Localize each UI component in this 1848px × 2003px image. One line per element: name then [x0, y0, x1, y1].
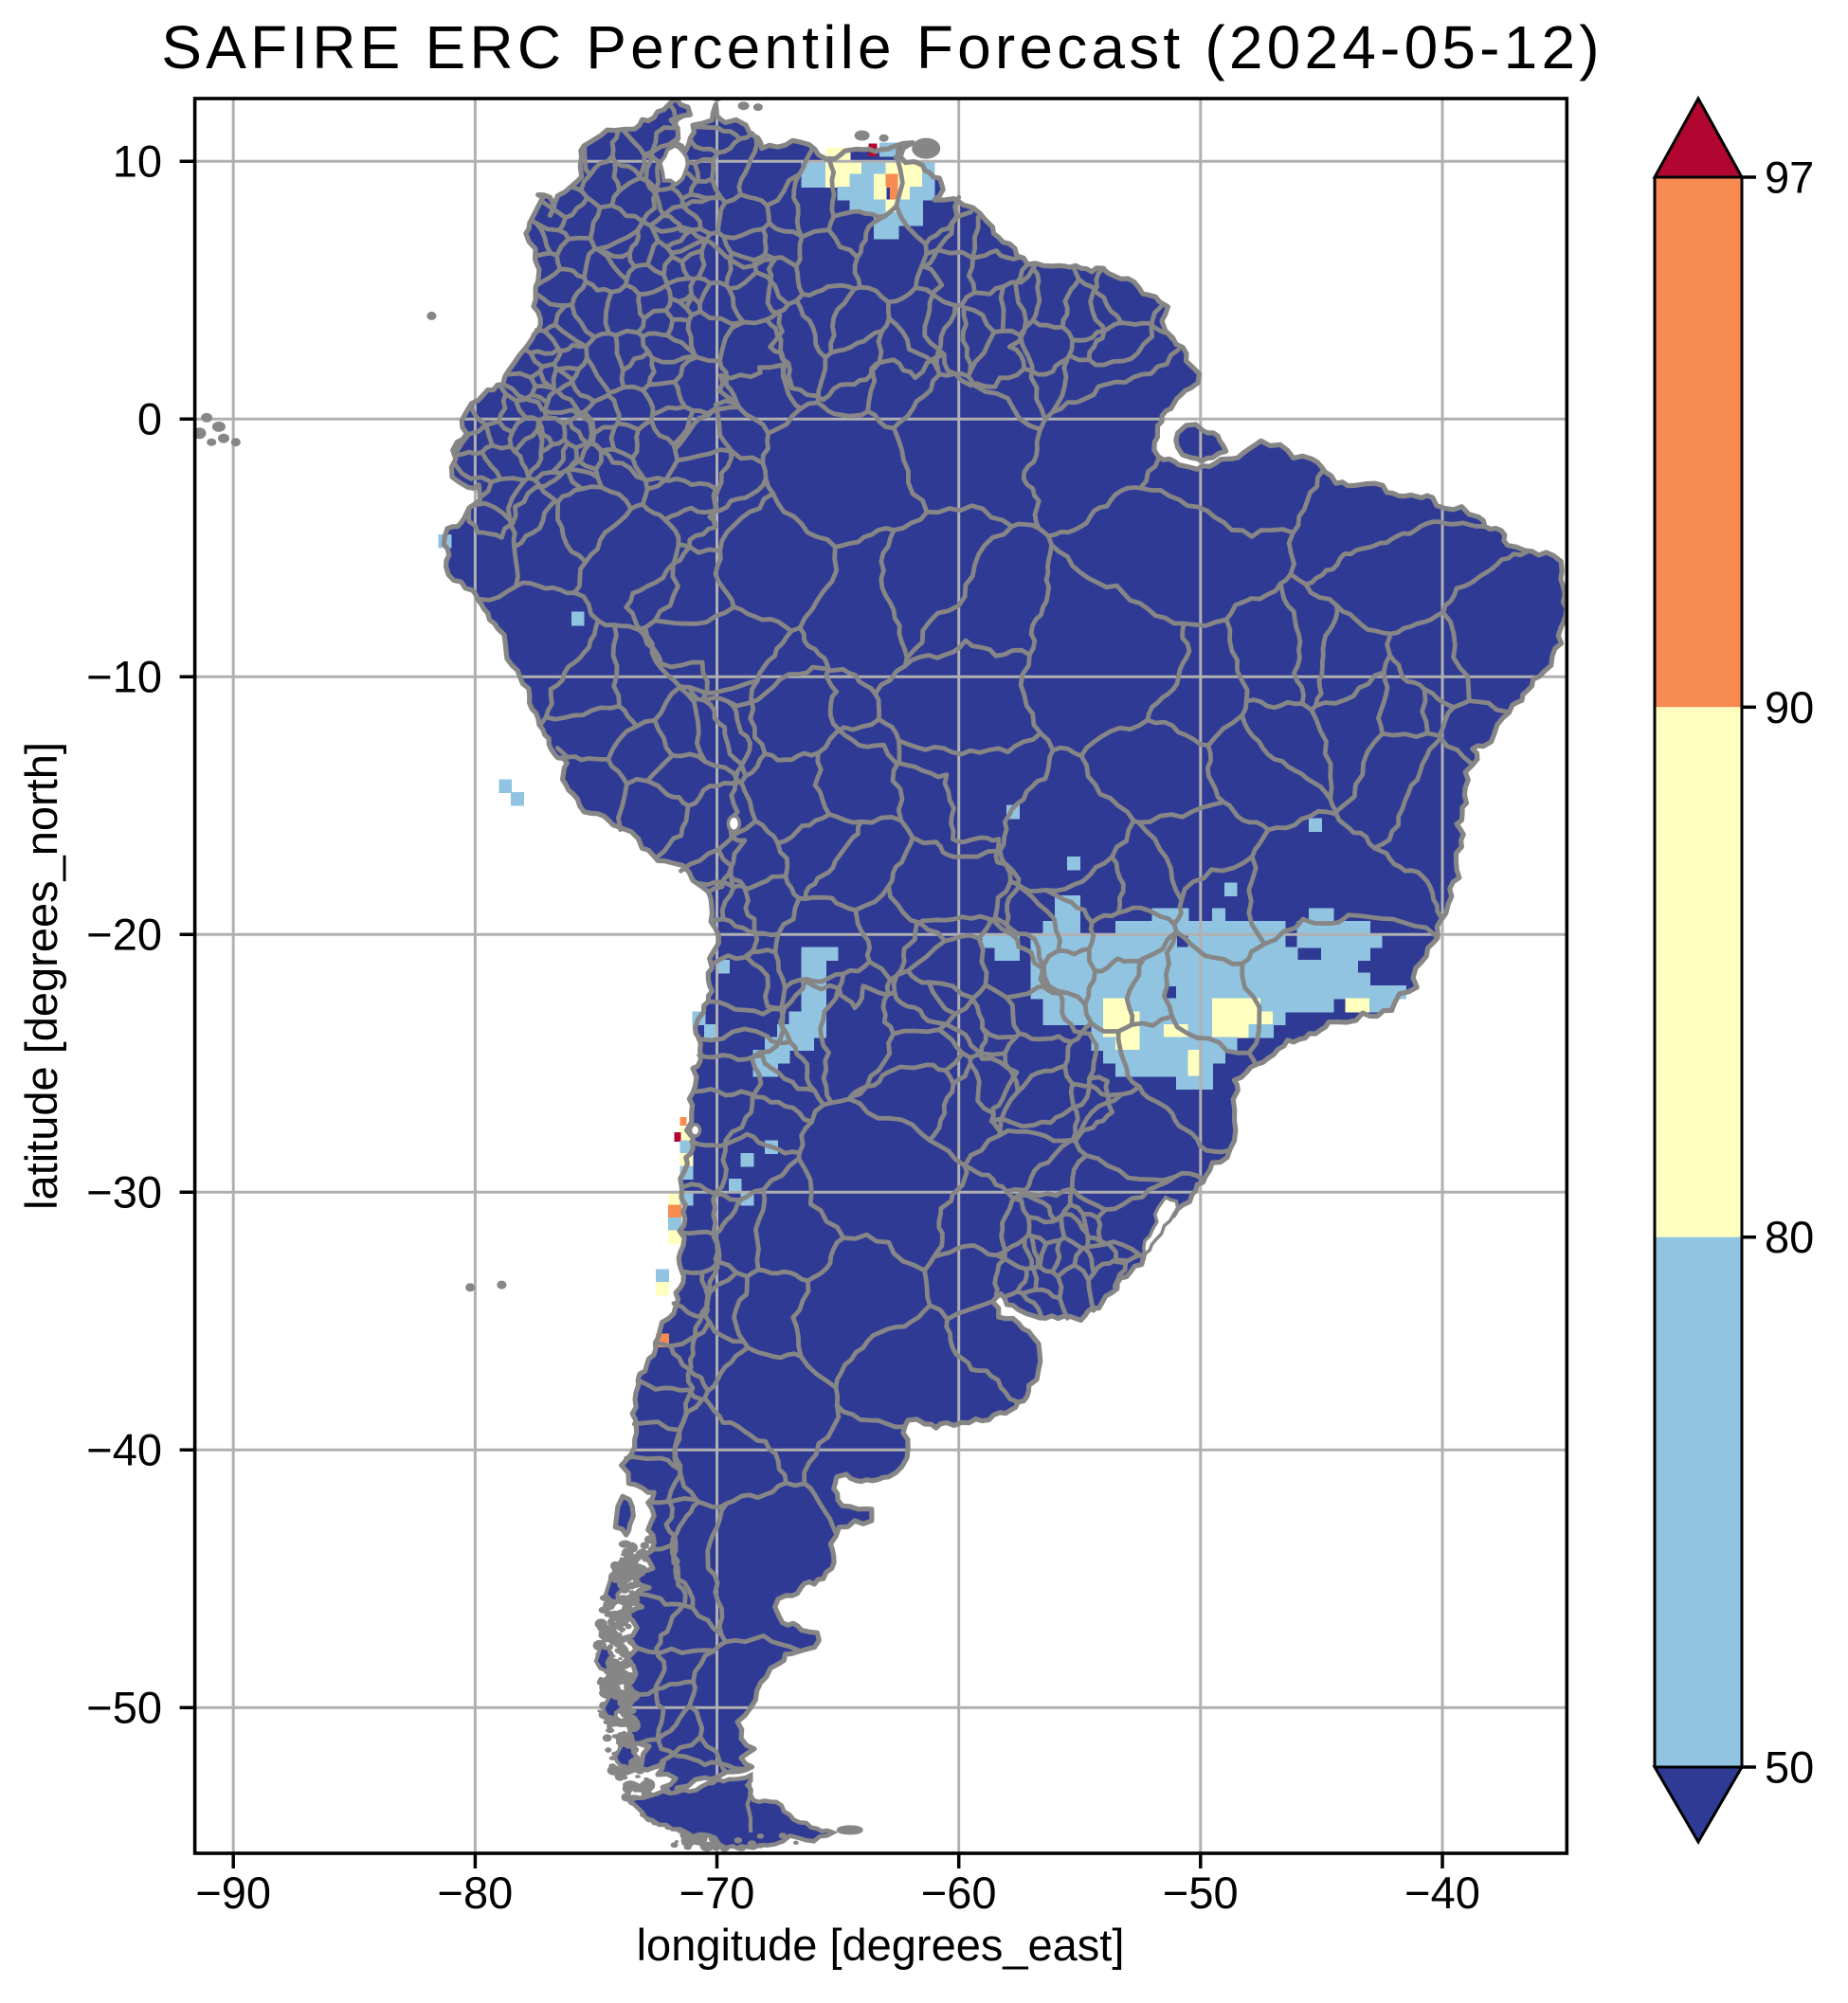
svg-text:−90: −90: [195, 1868, 271, 1918]
svg-text:−50: −50: [86, 1683, 162, 1733]
svg-text:97: 97: [1765, 153, 1814, 203]
svg-text:latitude [degrees_north]: latitude [degrees_north]: [16, 742, 66, 1210]
svg-text:SAFIRE ERC Percentile Forecast: SAFIRE ERC Percentile Forecast (2024-05-…: [161, 13, 1603, 81]
svg-text:50: 50: [1765, 1742, 1814, 1793]
svg-text:longitude [degrees_east]: longitude [degrees_east]: [637, 1920, 1125, 1970]
svg-text:−40: −40: [86, 1425, 162, 1475]
svg-text:−20: −20: [86, 910, 162, 960]
svg-text:−10: −10: [86, 652, 162, 702]
svg-text:80: 80: [1765, 1212, 1814, 1262]
svg-text:−80: −80: [438, 1868, 514, 1918]
svg-text:−70: −70: [679, 1868, 755, 1918]
svg-text:−60: −60: [921, 1868, 997, 1918]
svg-text:90: 90: [1765, 682, 1814, 732]
svg-text:0: 0: [137, 394, 162, 444]
svg-text:10: 10: [113, 136, 162, 187]
svg-text:−50: −50: [1163, 1868, 1239, 1918]
svg-text:−40: −40: [1404, 1868, 1480, 1918]
svg-text:−30: −30: [86, 1167, 162, 1218]
